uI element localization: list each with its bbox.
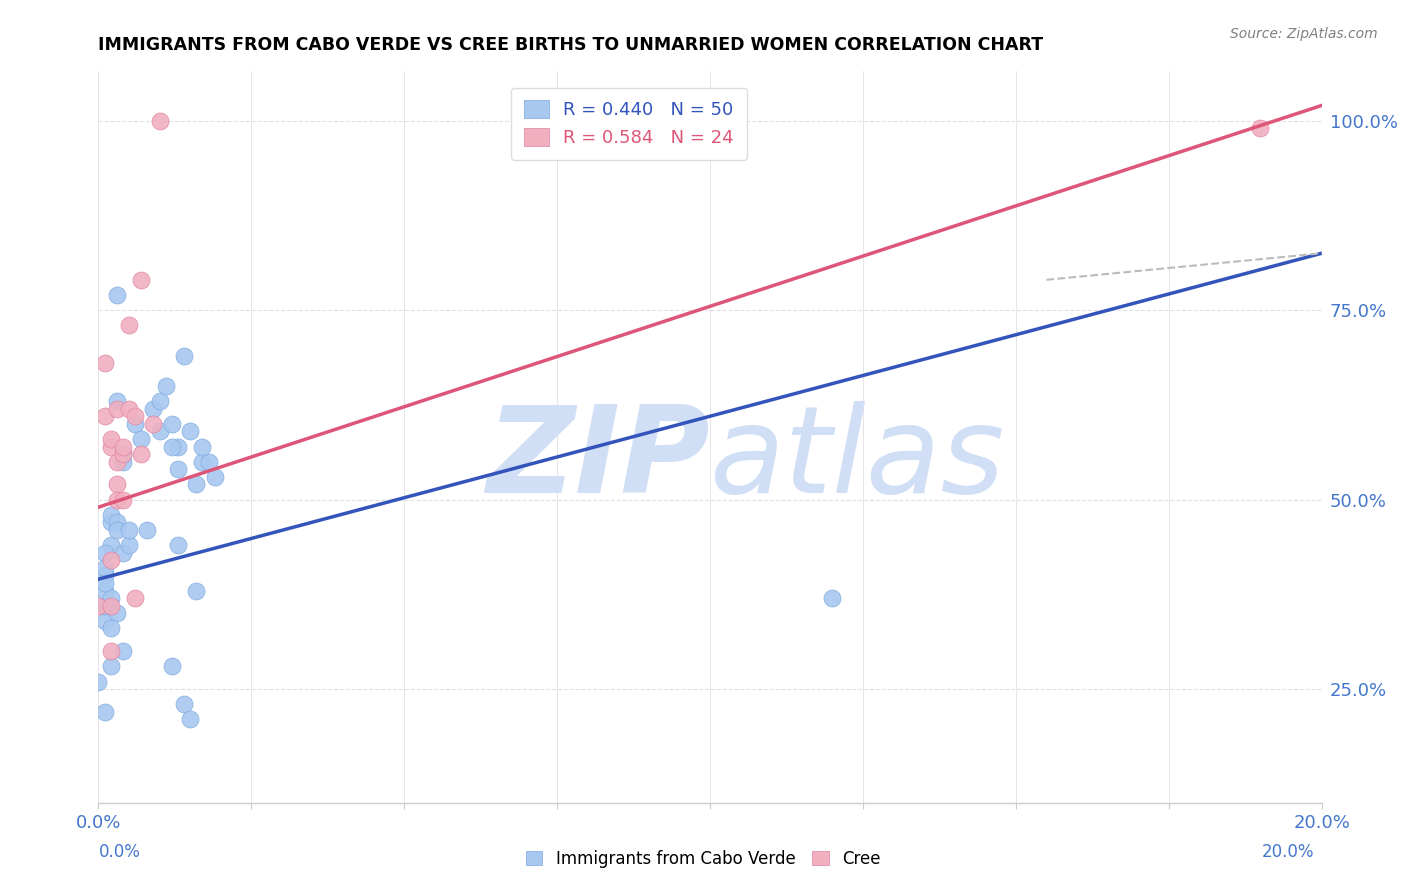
Point: [124, 417, 146, 431]
Point: [111, 440, 134, 454]
Text: atlas: atlas: [710, 401, 1005, 517]
Point: [129, 447, 152, 461]
Point: [100, 516, 122, 530]
Point: [93, 583, 115, 598]
Point: [142, 401, 165, 416]
Point: [197, 455, 219, 469]
Point: [100, 432, 122, 446]
Point: [124, 409, 146, 424]
Legend: Immigrants from Cabo Verde, Cree: Immigrants from Cabo Verde, Cree: [519, 844, 887, 875]
Point: [191, 455, 214, 469]
Point: [160, 417, 183, 431]
Point: [93, 356, 115, 370]
Point: [105, 401, 128, 416]
Point: [105, 477, 128, 491]
Point: [100, 622, 122, 636]
Point: [105, 455, 128, 469]
Point: [124, 591, 146, 606]
Point: [105, 607, 128, 621]
Point: [118, 538, 141, 552]
Point: [100, 538, 122, 552]
Point: [111, 447, 134, 461]
Point: [173, 349, 195, 363]
Point: [167, 462, 190, 476]
Point: [179, 713, 201, 727]
Point: [100, 553, 122, 567]
Point: [105, 523, 128, 537]
Point: [93, 561, 115, 575]
Text: IMMIGRANTS FROM CABO VERDE VS CREE BIRTHS TO UNMARRIED WOMEN CORRELATION CHART: IMMIGRANTS FROM CABO VERDE VS CREE BIRTH…: [98, 36, 1043, 54]
Point: [1249, 121, 1271, 136]
Point: [93, 599, 115, 613]
Text: 20.0%: 20.0%: [1263, 843, 1315, 861]
Point: [204, 470, 226, 484]
Point: [167, 538, 190, 552]
Point: [191, 440, 214, 454]
Text: 0.0%: 0.0%: [98, 843, 141, 861]
Point: [111, 455, 134, 469]
Point: [155, 379, 177, 393]
Point: [100, 591, 122, 606]
Point: [142, 417, 165, 431]
Point: [93, 568, 115, 582]
Text: ZIP: ZIP: [486, 401, 710, 517]
Point: [111, 447, 134, 461]
Point: [160, 440, 183, 454]
Point: [149, 425, 172, 439]
Point: [105, 394, 128, 409]
Point: [821, 591, 844, 606]
Point: [100, 508, 122, 522]
Point: [100, 644, 122, 658]
Point: [149, 394, 172, 409]
Point: [100, 599, 122, 613]
Point: [129, 273, 152, 287]
Point: [186, 583, 208, 598]
Point: [93, 614, 115, 628]
Point: [93, 546, 115, 560]
Point: [105, 516, 128, 530]
Point: [173, 698, 195, 712]
Point: [93, 409, 115, 424]
Point: [87, 599, 110, 613]
Text: Source: ZipAtlas.com: Source: ZipAtlas.com: [1230, 27, 1378, 41]
Point: [111, 492, 134, 507]
Point: [105, 288, 128, 302]
Point: [111, 644, 134, 658]
Point: [118, 401, 141, 416]
Point: [160, 659, 183, 673]
Point: [118, 318, 141, 333]
Point: [136, 523, 159, 537]
Point: [105, 492, 128, 507]
Legend: R = 0.440   N = 50, R = 0.584   N = 24: R = 0.440 N = 50, R = 0.584 N = 24: [512, 87, 747, 160]
Point: [129, 432, 152, 446]
Point: [93, 576, 115, 591]
Point: [100, 440, 122, 454]
Point: [149, 113, 172, 128]
Point: [118, 523, 141, 537]
Point: [179, 425, 201, 439]
Point: [100, 659, 122, 673]
Point: [167, 440, 190, 454]
Point: [111, 546, 134, 560]
Point: [87, 674, 110, 689]
Point: [186, 477, 208, 491]
Point: [93, 705, 115, 719]
